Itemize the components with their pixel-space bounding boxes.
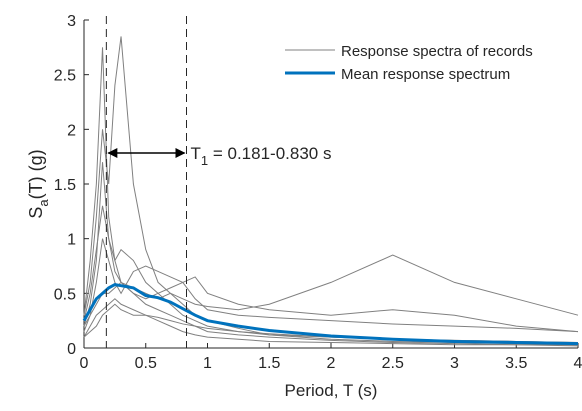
y-tick-label: 1.5 [54, 177, 76, 194]
x-tick-label: 2 [327, 355, 336, 372]
arrow-head [175, 148, 186, 158]
arrow-head [107, 148, 118, 158]
x-tick-label: 0.5 [135, 355, 157, 372]
x-axis-label: Period, T (s) [285, 381, 378, 400]
annotation-rest: = 0.181-0.830 s [208, 144, 331, 163]
y-tick-label: 1 [67, 232, 76, 249]
record-line [83, 162, 579, 333]
x-tick-label: 1 [203, 355, 212, 372]
y-axis-label: Sa(T) (g) [26, 149, 51, 218]
y-tick-label: 3 [67, 13, 76, 30]
legend-label: Mean response spectrum [341, 66, 510, 83]
y-tick-label: 2.5 [54, 68, 76, 85]
record-line [83, 205, 579, 344]
x-tick-label: 3.5 [505, 355, 527, 372]
y-label-main: S [26, 207, 46, 219]
record-line [83, 303, 579, 347]
y-tick-label: 0 [67, 341, 76, 358]
record-line [83, 47, 578, 346]
annotation: T1 = 0.181-0.830 s [191, 144, 332, 168]
annotation-main: T [191, 144, 201, 163]
y-tick-label: 0.5 [54, 286, 76, 303]
x-tick-label: 2.5 [382, 355, 404, 372]
annotation-sub: 1 [201, 153, 208, 168]
x-tick-label: 4 [574, 355, 582, 372]
y-label-rest: (T) (g) [26, 149, 46, 199]
mean-line [82, 283, 579, 346]
x-tick-label: 3 [450, 355, 459, 372]
record-line [83, 238, 579, 333]
x-tick-label: 0 [80, 355, 89, 372]
legend-label: Response spectra of records [341, 43, 533, 60]
y-label-sub: a [36, 199, 51, 207]
y-tick-label: 2 [67, 122, 76, 139]
x-tick-label: 1.5 [258, 355, 280, 372]
